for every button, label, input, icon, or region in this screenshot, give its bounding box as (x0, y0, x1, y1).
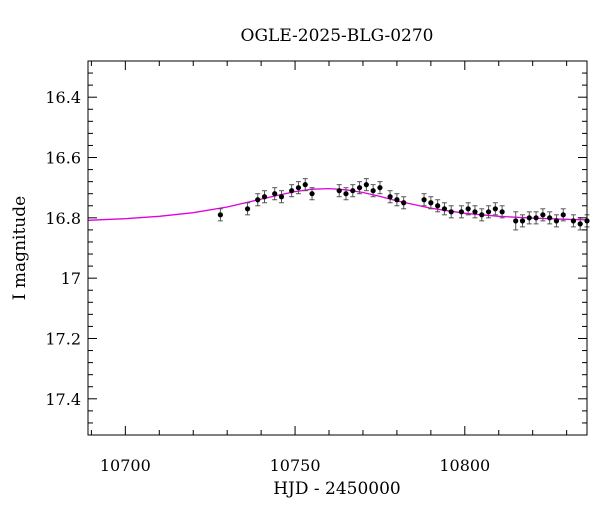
data-point (217, 212, 223, 218)
data-point (435, 203, 441, 209)
data-point (479, 212, 485, 218)
data-point (261, 194, 268, 200)
data-point (377, 185, 383, 191)
y-tick-label: 16.4 (45, 88, 81, 107)
y-tick-label: 16.6 (45, 149, 81, 168)
chart-title: OGLE-2025-BLG-0270 (241, 26, 434, 46)
data-point (244, 206, 251, 212)
data-point (560, 212, 566, 218)
data-point (533, 215, 539, 221)
data-point (255, 197, 261, 203)
data-point (363, 182, 369, 188)
plot-frame (87, 60, 588, 436)
data-point (421, 197, 427, 203)
data-point (553, 218, 560, 224)
x-axis-label: HJD - 2450000 (273, 479, 401, 499)
data-point (428, 200, 434, 206)
data-point (295, 185, 302, 191)
data-point (289, 188, 295, 194)
data-point (547, 215, 553, 221)
data-point (465, 206, 471, 212)
data-point (526, 215, 532, 221)
data-point (492, 206, 498, 212)
data-point (499, 209, 505, 215)
data-point (350, 188, 356, 194)
x-tick-label: 10800 (439, 456, 490, 475)
tick-labels: 10700 10750 10800 16.4 16.6 16.8 17 17.2 17.4 (45, 88, 490, 475)
model-curve (87, 187, 588, 221)
y-axis-label: I magnitude (10, 196, 30, 300)
x-tick-label: 10750 (270, 456, 321, 475)
data-point (401, 200, 407, 206)
data-point (458, 209, 465, 215)
data-point (577, 221, 583, 227)
data-point (278, 194, 285, 200)
data-point (485, 209, 492, 215)
data-point (570, 218, 577, 224)
y-tick-label: 17.4 (45, 390, 81, 409)
data-point (448, 209, 454, 215)
plot-marks (87, 178, 590, 231)
data-point (513, 218, 519, 224)
data-point (356, 185, 363, 191)
y-tick-label: 16.8 (45, 209, 81, 228)
data-point (370, 188, 376, 194)
data-point (519, 218, 526, 224)
x-tick-label: 10700 (100, 456, 151, 475)
data-point (540, 212, 546, 218)
data-point (336, 188, 342, 194)
data-point (472, 209, 478, 215)
data-point (387, 194, 393, 200)
y-tick-label: 17.2 (45, 329, 81, 348)
data-point (272, 191, 278, 197)
axis-ticks (88, 60, 587, 436)
data-point (394, 197, 400, 203)
data-point (343, 191, 349, 197)
y-tick-label: 17 (61, 269, 81, 288)
data-point (302, 182, 308, 188)
data-point (441, 206, 448, 212)
data-point (309, 191, 315, 197)
